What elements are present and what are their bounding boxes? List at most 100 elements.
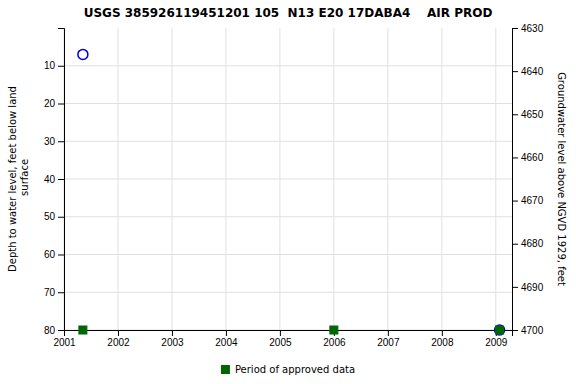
axis-line [58, 29, 65, 331]
tick-label: 4660 [521, 152, 544, 163]
point [78, 49, 88, 59]
tick-mark [58, 104, 64, 105]
tick: 2005 [269, 330, 292, 348]
tick-label: 2009 [485, 337, 508, 348]
y-axis-title: Depth to water level, feet below land su… [7, 86, 30, 272]
series [78, 49, 505, 335]
legend-item: Period of approved data [221, 364, 355, 375]
tick-label: 4670 [521, 195, 544, 206]
point [496, 326, 504, 334]
tick-label: 2003 [161, 337, 184, 348]
y-axis: 10 20 30 40 50 60 70 80 [44, 29, 65, 336]
tick: 70 [44, 287, 64, 298]
tick: 4680 [512, 238, 544, 249]
tick: 2008 [431, 330, 454, 348]
axis-line [513, 29, 519, 331]
tick-label: 2001 [53, 337, 76, 348]
tick-mark [58, 141, 64, 142]
tick-label: 10 [44, 60, 56, 71]
tick-mark [58, 179, 64, 180]
point [79, 326, 87, 334]
title: USGS 385926119451201 105 N13 E20 17DABA4… [84, 6, 493, 20]
legend-swatch [221, 365, 230, 374]
point [495, 325, 505, 335]
tick-label: 2006 [323, 337, 346, 348]
tick-mark [512, 114, 518, 115]
tick-label: 50 [44, 211, 56, 222]
tick-label: 40 [44, 174, 56, 185]
tick-label: 4700 [521, 325, 544, 336]
tick-mark [512, 201, 518, 202]
tick-label: 4680 [521, 238, 544, 249]
tick: 4690 [512, 282, 544, 293]
tick-label: 2008 [431, 337, 454, 348]
point [330, 326, 338, 334]
tick-mark [388, 330, 389, 336]
tick-mark [58, 292, 64, 293]
tick-label: 2007 [377, 337, 400, 348]
series [79, 326, 504, 334]
tick: 2003 [161, 330, 184, 348]
tick-label: 70 [44, 287, 56, 298]
marks [78, 49, 505, 335]
tick-mark [58, 330, 64, 331]
tick: 80 [44, 325, 64, 336]
tick: 60 [44, 249, 64, 260]
grid-line [64, 141, 512, 142]
chart: 2001 2002 2003 2004 2005 2006 2007 2008 2009 10 20… [0, 0, 576, 384]
tick-mark [280, 330, 281, 336]
tick-mark [172, 330, 173, 336]
y2-axis-title: Groundwater level above NGVD 1929, feet [556, 72, 567, 286]
tick: 2004 [215, 330, 238, 348]
tick-mark [512, 287, 518, 288]
tick-label: 2002 [107, 337, 130, 348]
tick: 4650 [512, 109, 544, 120]
tick-mark [226, 330, 227, 336]
x-axis: 2001 2002 2003 2004 2005 2006 2007 2008 2009 [53, 330, 512, 348]
tick: 40 [44, 174, 64, 185]
grid [64, 28, 512, 330]
tick-label: 30 [44, 136, 56, 147]
tick-mark [512, 28, 518, 29]
tick-mark [512, 244, 518, 245]
tick-label: 4650 [521, 109, 544, 120]
tick-label: 4640 [521, 66, 544, 77]
grid-line [64, 216, 512, 217]
tick-label: 80 [44, 325, 56, 336]
grid-line [64, 103, 512, 104]
tick-mark [512, 330, 518, 331]
tick-label: 2004 [215, 337, 238, 348]
tick: 2001 [53, 330, 76, 348]
axis-line [65, 331, 513, 337]
tick-mark [58, 66, 64, 67]
tick: 2002 [107, 330, 130, 348]
tick: 50 [44, 211, 64, 222]
tick: 30 [44, 136, 64, 147]
tick-label: 20 [44, 98, 56, 109]
tick: 2007 [377, 330, 400, 348]
tick-label: 2005 [269, 337, 292, 348]
tick-label: 60 [44, 249, 56, 260]
grid-line [64, 179, 512, 180]
tick: 20 [44, 98, 64, 109]
tick: 4700 [512, 325, 544, 336]
tick: 4630 [512, 23, 544, 34]
plot: 2001 2002 2003 2004 2005 2006 2007 2008 2009 10 20… [44, 23, 544, 348]
tick-mark [512, 71, 518, 72]
grid-line [64, 65, 512, 66]
y2-axis: 4700 4690 4680 4670 4660 4650 4640 4630 [512, 23, 544, 336]
tick-mark [512, 157, 518, 158]
tick: 4640 [512, 66, 544, 77]
tick: 10 [44, 60, 64, 71]
tick-mark [442, 330, 443, 336]
tick-label: 4630 [521, 23, 544, 34]
legend-label: Period of approved data [235, 364, 355, 375]
tick-label: 4690 [521, 282, 544, 293]
tick-mark [118, 330, 119, 336]
tick-mark [58, 217, 64, 218]
tick: 4670 [512, 195, 544, 206]
tick-mark [58, 255, 64, 256]
legend: Period of approved data [221, 364, 355, 375]
grid-line [64, 292, 512, 293]
grid-line [64, 254, 512, 255]
